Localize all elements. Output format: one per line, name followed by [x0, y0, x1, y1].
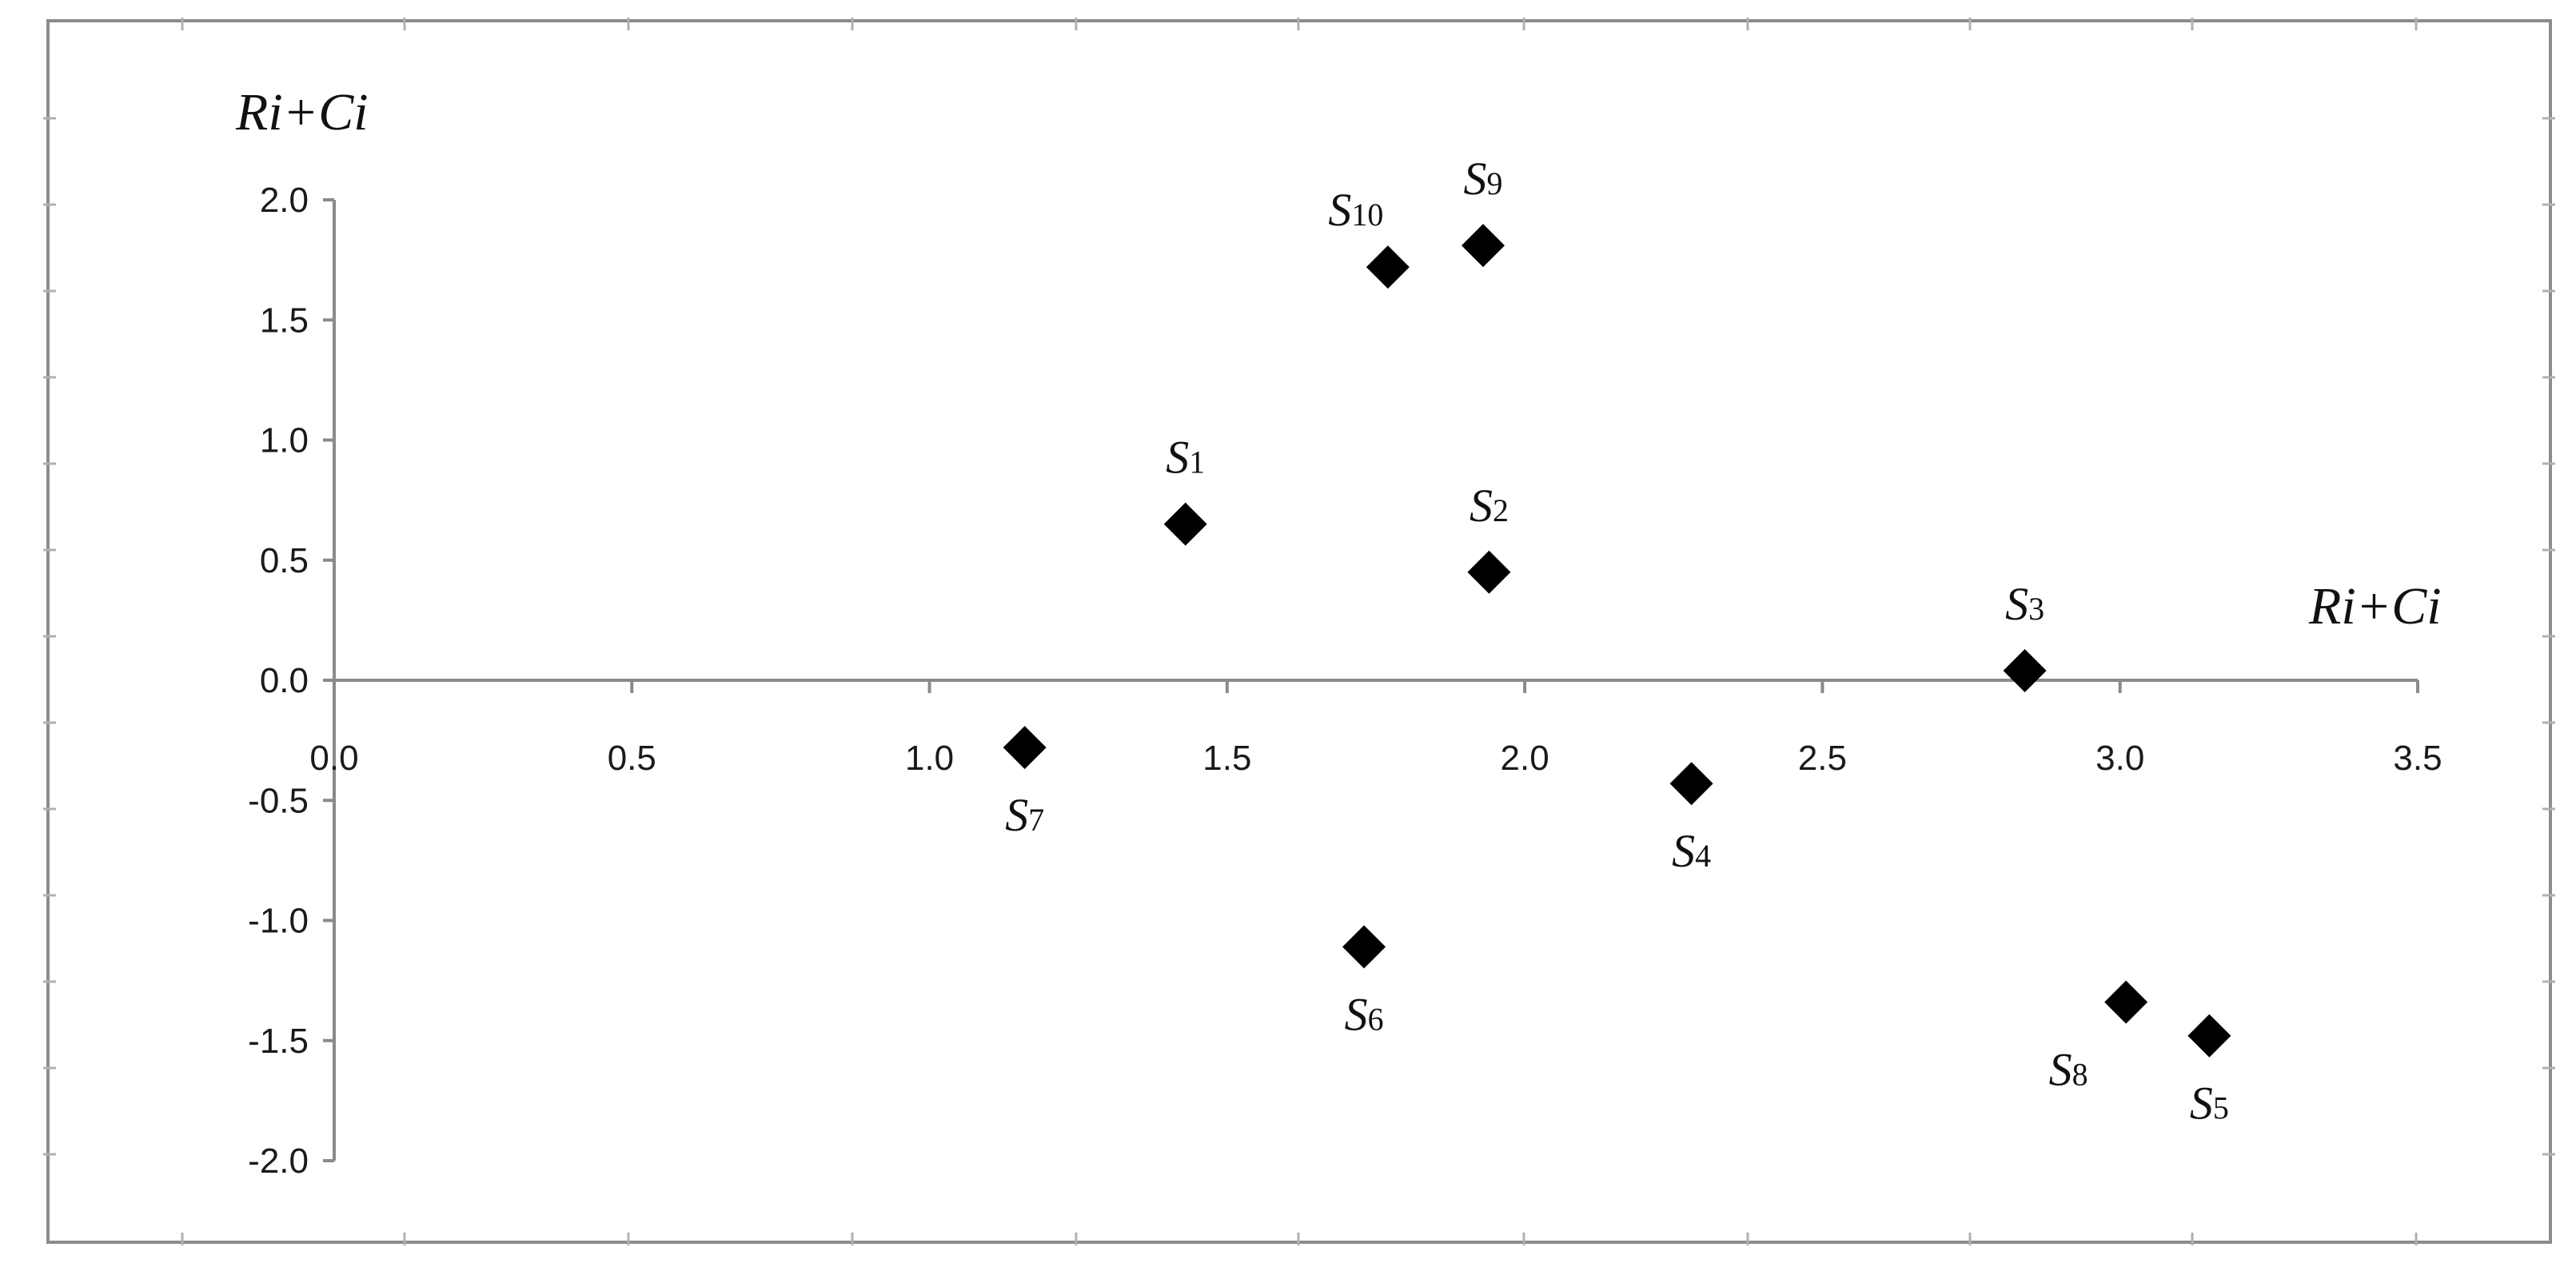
point-label: S9 — [1464, 153, 1503, 205]
point-label: S5 — [2190, 1078, 2229, 1130]
y-tick-label: 1.5 — [260, 301, 309, 340]
data-point — [1467, 550, 1511, 594]
data-point — [1003, 726, 1047, 770]
point-label-subscript: 9 — [1487, 165, 1503, 201]
point-label-letter: S — [2190, 1078, 2213, 1130]
y-tick-label: 1.0 — [260, 421, 309, 460]
point-label-letter: S — [1328, 184, 1351, 236]
x-tick-label: 3.5 — [2393, 739, 2442, 778]
point-label-letter: S — [1672, 825, 1695, 877]
point-label-letter: S — [1345, 989, 1368, 1041]
data-point — [1163, 502, 1207, 546]
frame-ticks — [43, 18, 2555, 1245]
x-tick-label: 0.0 — [309, 739, 358, 778]
point-label-letter: S — [1166, 432, 1189, 484]
y-tick-label: -1.0 — [248, 902, 309, 941]
data-point — [1366, 245, 1410, 289]
x-axis-title: Ri+Ci — [2308, 577, 2442, 636]
point-label-subscript: 4 — [1695, 838, 1711, 874]
point-label: S8 — [2049, 1044, 2088, 1096]
x-tick-label: 1.5 — [1202, 739, 1251, 778]
data-point — [2104, 980, 2148, 1024]
point-label-subscript: 2 — [1493, 492, 1509, 528]
x-tick-label: 1.0 — [905, 739, 954, 778]
point-label: S3 — [2005, 578, 2044, 630]
point-label: S6 — [1345, 989, 1384, 1041]
y-tick-label: -2.0 — [248, 1142, 309, 1181]
y-tick-label: -0.5 — [248, 781, 309, 820]
x-tick-label: 2.0 — [1501, 739, 1549, 778]
point-label: S4 — [1672, 825, 1711, 877]
x-tick-label: 3.0 — [2095, 739, 2144, 778]
chart-frame — [46, 19, 2552, 1244]
point-label-letter: S — [1469, 480, 1493, 532]
y-tick-label: -1.5 — [248, 1022, 309, 1061]
point-label-subscript: 7 — [1028, 802, 1044, 838]
point-label: S1 — [1166, 432, 1205, 484]
point-label-subscript: 6 — [1368, 1002, 1384, 1038]
y-axis-title: Ri+Ci — [235, 83, 369, 141]
x-tick-label: 2.5 — [1798, 739, 1847, 778]
point-label-subscript: 3 — [2028, 591, 2044, 627]
y-tick-label: 2.0 — [260, 181, 309, 220]
data-point — [1461, 224, 1505, 268]
point-label-letter: S — [1005, 789, 1028, 841]
y-tick-label: 0.0 — [260, 661, 309, 700]
x-tick-label: 0.5 — [608, 739, 656, 778]
axes: 2.01.51.00.50.0-0.5-1.0-1.5-2.00.0 0.5 1.0… — [248, 181, 2442, 1181]
data-point — [1342, 925, 1386, 969]
data-point — [2003, 648, 2047, 692]
y-tick-label: 0.5 — [260, 541, 309, 580]
point-label-letter: S — [2049, 1044, 2072, 1096]
data-point — [2187, 1014, 2231, 1058]
point-label-subscript: 1 — [1189, 444, 1205, 480]
point-label-letter: S — [1464, 153, 1487, 205]
point-label-subscript: 5 — [2213, 1090, 2229, 1126]
point-label-subscript: 10 — [1351, 197, 1383, 233]
point-label-letter: S — [2005, 578, 2028, 630]
data-point — [1669, 762, 1713, 806]
point-label-subscript: 8 — [2072, 1057, 2088, 1093]
point-label: S2 — [1469, 480, 1509, 532]
point-label: S7 — [1005, 789, 1044, 841]
point-label: S10 — [1328, 184, 1383, 236]
